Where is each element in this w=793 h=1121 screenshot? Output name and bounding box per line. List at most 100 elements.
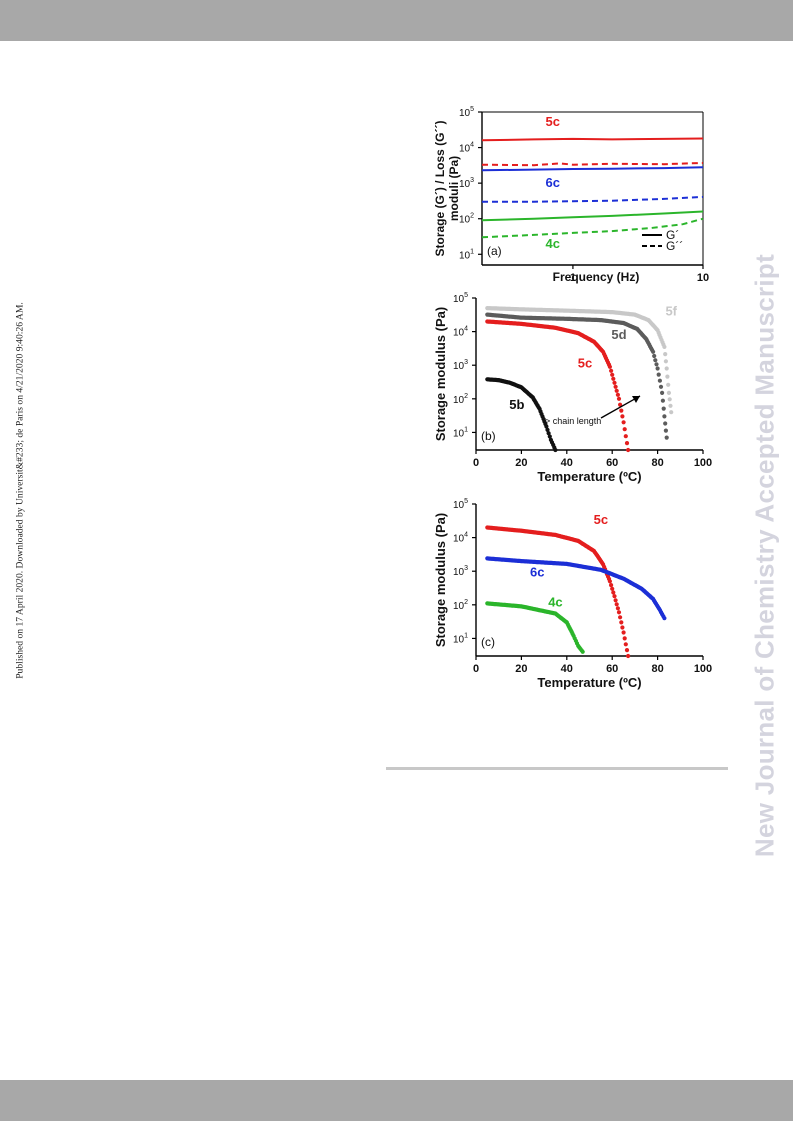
watermark-text: New Journal of Chemistry Accepted Manusc… [749,253,780,858]
series-6c-storage-line [481,166,704,172]
header-bar [0,0,793,41]
y-tick-exp: 4 [464,326,468,333]
data-point-5c [613,598,618,603]
y-tick-base: 10 [453,294,465,305]
footer-bar [0,1080,793,1121]
data-point-5f [665,374,670,379]
y-tick-label: 105 [453,498,468,511]
data-point-5d [654,362,659,367]
data-point-5d [655,366,660,371]
y-tick-label: 102 [459,213,474,226]
data-point-5c [618,615,623,620]
y-axis-label: moduli (Pa) [447,156,461,221]
series-label-5d: 5d [611,327,626,342]
data-point-5c [614,388,619,393]
y-tick-base: 10 [453,500,465,511]
series-label-4c: 4c [548,594,562,609]
y-tick-base: 10 [453,534,465,545]
published-note: Published on 17 April 2020. Downloaded b… [0,0,26,1121]
data-point-5d [661,406,666,411]
data-point-5c [624,441,630,446]
figure-panels: 101 102 103 104 105 1 10 Frequency (Hz) Storage … [420,100,720,700]
x-tick-label: 1 [570,272,576,284]
x-tick-label: 60 [606,663,618,675]
data-point-5c [609,368,614,373]
data-point-5d [660,390,665,395]
data-point-5b [545,427,550,432]
data-point-5f [666,390,671,395]
data-point-5c [623,642,628,647]
x-tick-label: 40 [561,663,573,675]
y-tick-label: 104 [453,532,468,545]
y-tick-base: 10 [453,395,465,406]
y-tick-base: 10 [459,215,471,226]
x-axis-label: Frequency (Hz) [553,270,640,284]
data-point-5d [656,372,661,377]
data-point-5c [607,579,612,584]
series-5c-storage-line [481,137,704,142]
data-point-5c [610,586,615,591]
data-point-5c [615,392,620,397]
data-point-5f [664,366,669,371]
chain-length-annotation: > chain length [545,416,601,426]
x-tick-label: 80 [651,663,663,675]
published-note-text: Published on 17 April 2020. Downloaded b… [14,302,26,679]
y-tick-exp: 5 [470,106,474,113]
data-point-5c [614,602,619,607]
data-point-5c [626,447,631,453]
data-point-5c [621,420,626,425]
data-point-5d [658,384,664,389]
y-tick-exp: 1 [464,426,468,433]
y-tick-exp: 4 [470,142,474,149]
panel-label: (c) [481,635,495,649]
data-point-5f [663,359,668,364]
y-tick-label: 101 [459,248,474,261]
y-tick-base: 10 [453,634,465,645]
y-tick-exp: 2 [464,393,468,400]
series-label-5c: 5c [578,356,592,371]
y-axis-label: Storage modulus (Pa) [433,307,448,441]
y-tick-label: 101 [453,426,468,439]
y-tick-exp: 4 [464,532,468,539]
legend-label: G´´ [666,239,683,253]
y-axis-label: Storage modulus (Pa) [433,513,448,647]
data-point-5c [621,630,626,635]
x-tick-label: 0 [473,663,479,675]
separator-line [386,767,728,770]
data-point-5d [660,398,665,403]
data-point-5c [613,384,618,389]
y-tick-exp: 1 [470,248,474,255]
x-axis-label: Temperature (ºC) [537,469,641,484]
data-point-5c [611,590,616,595]
data-point-5c [610,372,615,377]
data-point-5c [609,583,614,588]
series-5c-loss-line [481,161,704,167]
series-4c-loss-line [481,217,704,239]
y-tick-exp: 5 [464,498,468,505]
data-point-5f [669,410,674,415]
series-label-6c: 6c [546,175,560,190]
x-tick-label: 20 [515,457,527,469]
y-tick-base: 10 [459,250,471,261]
x-tick-label: 80 [651,457,663,469]
legend-label: G´ [666,228,679,242]
y-tick-label: 105 [453,292,468,305]
data-point-5c [612,380,617,385]
data-point-5c [620,414,625,419]
data-point-5b [544,424,549,429]
data-point-5d [664,435,669,440]
x-tick-label: 40 [561,457,573,469]
data-point-5c [623,434,628,439]
x-tick-label: 60 [606,457,618,469]
data-point-5c [622,427,627,432]
x-tick-label: 100 [694,663,712,675]
data-point-5c [615,606,620,611]
y-tick-exp: 2 [470,213,474,220]
x-tick-label: 100 [694,457,712,469]
data-point-5c [626,653,631,659]
data-point-5c [619,408,624,413]
y-tick-base: 10 [453,328,465,339]
